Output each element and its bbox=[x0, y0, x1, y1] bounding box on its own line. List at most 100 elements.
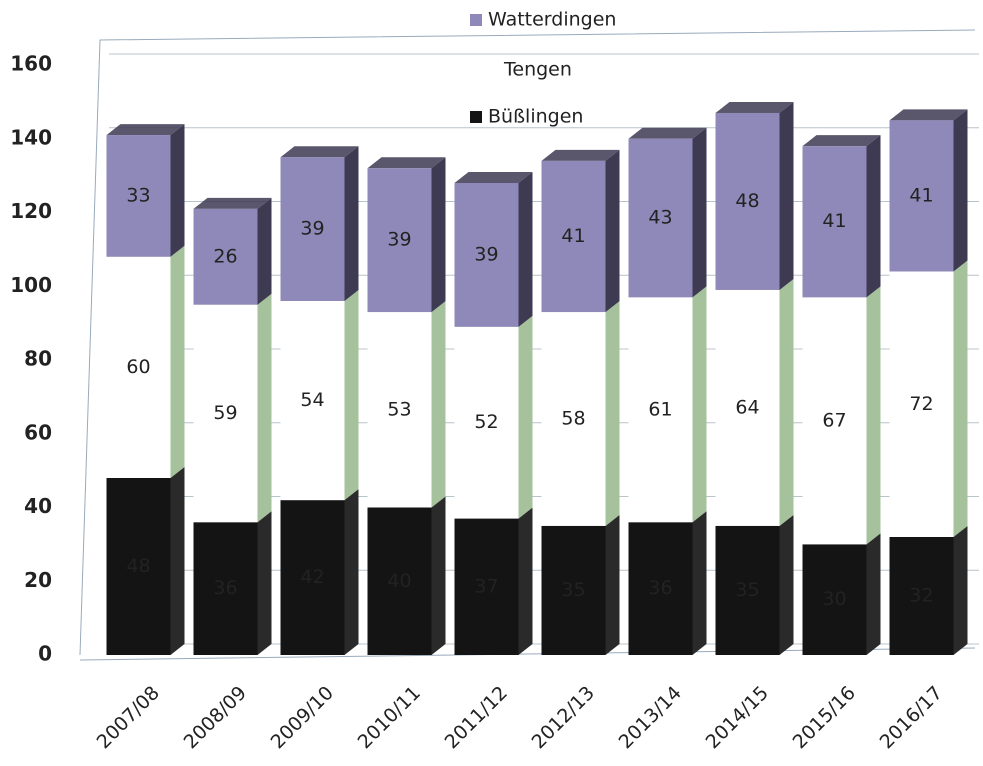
y-tick-label: 100 bbox=[10, 273, 52, 297]
data-label: 30 bbox=[822, 588, 846, 610]
y-tick-label: 60 bbox=[24, 420, 52, 444]
bar-side bbox=[866, 286, 881, 545]
data-label: 41 bbox=[561, 225, 585, 247]
x-tick-label: 2015/16 bbox=[789, 682, 860, 753]
data-label: 53 bbox=[387, 398, 411, 420]
data-label: 72 bbox=[909, 393, 933, 415]
bar bbox=[541, 525, 606, 655]
data-label: 37 bbox=[474, 575, 498, 597]
bar-side bbox=[170, 124, 185, 257]
x-tick-label: 2016/17 bbox=[876, 682, 947, 753]
bar-top bbox=[628, 127, 707, 139]
x-tick-label: 2008/09 bbox=[180, 682, 251, 753]
bar-top bbox=[193, 197, 272, 209]
legend-swatch bbox=[470, 111, 482, 123]
bar bbox=[280, 500, 345, 655]
legend-label: Büßlingen bbox=[488, 106, 583, 128]
bar-side bbox=[866, 135, 881, 298]
legend-label: Tengen bbox=[503, 59, 572, 81]
y-tick-label: 160 bbox=[10, 52, 52, 76]
data-label: 58 bbox=[561, 408, 585, 430]
bar bbox=[889, 271, 954, 537]
data-label: 52 bbox=[474, 411, 498, 433]
y-tick-label: 0 bbox=[38, 642, 52, 666]
bar bbox=[628, 297, 693, 523]
bar bbox=[454, 518, 519, 655]
bar bbox=[367, 168, 432, 313]
bar-side bbox=[344, 489, 359, 655]
data-label: 41 bbox=[909, 184, 933, 206]
x-tick-label: 2011/12 bbox=[441, 682, 512, 753]
bar-side bbox=[953, 526, 968, 655]
data-label: 59 bbox=[213, 402, 237, 424]
bar bbox=[889, 537, 954, 655]
bar-top bbox=[280, 146, 359, 158]
bar bbox=[715, 525, 780, 655]
bar-side bbox=[953, 109, 968, 272]
bar bbox=[106, 256, 171, 478]
bar-side bbox=[344, 146, 359, 301]
data-label: 39 bbox=[474, 243, 498, 265]
data-label: 35 bbox=[561, 579, 585, 601]
bar bbox=[802, 297, 867, 545]
data-label: 33 bbox=[126, 184, 150, 206]
bar-side bbox=[692, 511, 707, 655]
bar-side bbox=[692, 127, 707, 298]
bar-side bbox=[431, 301, 446, 508]
bar bbox=[802, 146, 867, 298]
bar bbox=[367, 312, 432, 508]
bar-side bbox=[257, 197, 272, 305]
bar-top bbox=[802, 135, 881, 147]
x-tick-label: 2009/10 bbox=[267, 682, 338, 753]
bar-side bbox=[692, 286, 707, 523]
bar-side bbox=[170, 467, 185, 655]
bar bbox=[454, 183, 519, 327]
bar bbox=[802, 544, 867, 655]
bar-side bbox=[170, 245, 185, 478]
bar bbox=[106, 478, 171, 655]
back-wall-edge bbox=[79, 29, 976, 656]
data-label: 42 bbox=[300, 566, 324, 588]
data-label: 32 bbox=[909, 585, 933, 607]
bar bbox=[193, 522, 258, 655]
data-label: 60 bbox=[126, 356, 150, 378]
bar-top bbox=[454, 172, 533, 183]
x-tick-label: 2010/11 bbox=[354, 682, 425, 753]
data-label: 39 bbox=[300, 218, 324, 240]
bar-side bbox=[779, 514, 794, 655]
bar bbox=[889, 120, 954, 272]
y-tick-label: 120 bbox=[10, 199, 52, 223]
legend-swatch bbox=[470, 14, 482, 26]
bar-top bbox=[367, 157, 446, 169]
x-tick-label: 2007/08 bbox=[93, 682, 164, 753]
bar-side bbox=[866, 533, 881, 655]
bar-side bbox=[605, 301, 620, 526]
bar-side bbox=[605, 149, 620, 313]
bar bbox=[106, 135, 171, 257]
data-label: 39 bbox=[387, 229, 411, 251]
y-tick-label: 20 bbox=[24, 568, 52, 592]
bar-top bbox=[541, 149, 620, 161]
data-label: 67 bbox=[822, 409, 846, 431]
data-label: 61 bbox=[648, 398, 672, 420]
bar-top bbox=[715, 101, 794, 113]
data-label: 64 bbox=[735, 396, 759, 418]
bar bbox=[280, 301, 345, 501]
data-label: 26 bbox=[213, 245, 237, 267]
bar bbox=[193, 208, 258, 305]
legend-swatch bbox=[486, 64, 498, 76]
bar-side bbox=[518, 315, 533, 519]
y-tick-label: 80 bbox=[24, 347, 52, 371]
bar bbox=[541, 160, 606, 313]
bar bbox=[715, 112, 780, 290]
y-tick-label: 140 bbox=[10, 125, 52, 149]
bar-side bbox=[431, 496, 446, 655]
bar-side bbox=[518, 172, 533, 327]
bar bbox=[628, 138, 693, 298]
data-label: 35 bbox=[735, 579, 759, 601]
data-label: 41 bbox=[822, 210, 846, 232]
bar-side bbox=[257, 511, 272, 655]
data-label: 48 bbox=[126, 555, 150, 577]
bar-side bbox=[779, 278, 794, 526]
